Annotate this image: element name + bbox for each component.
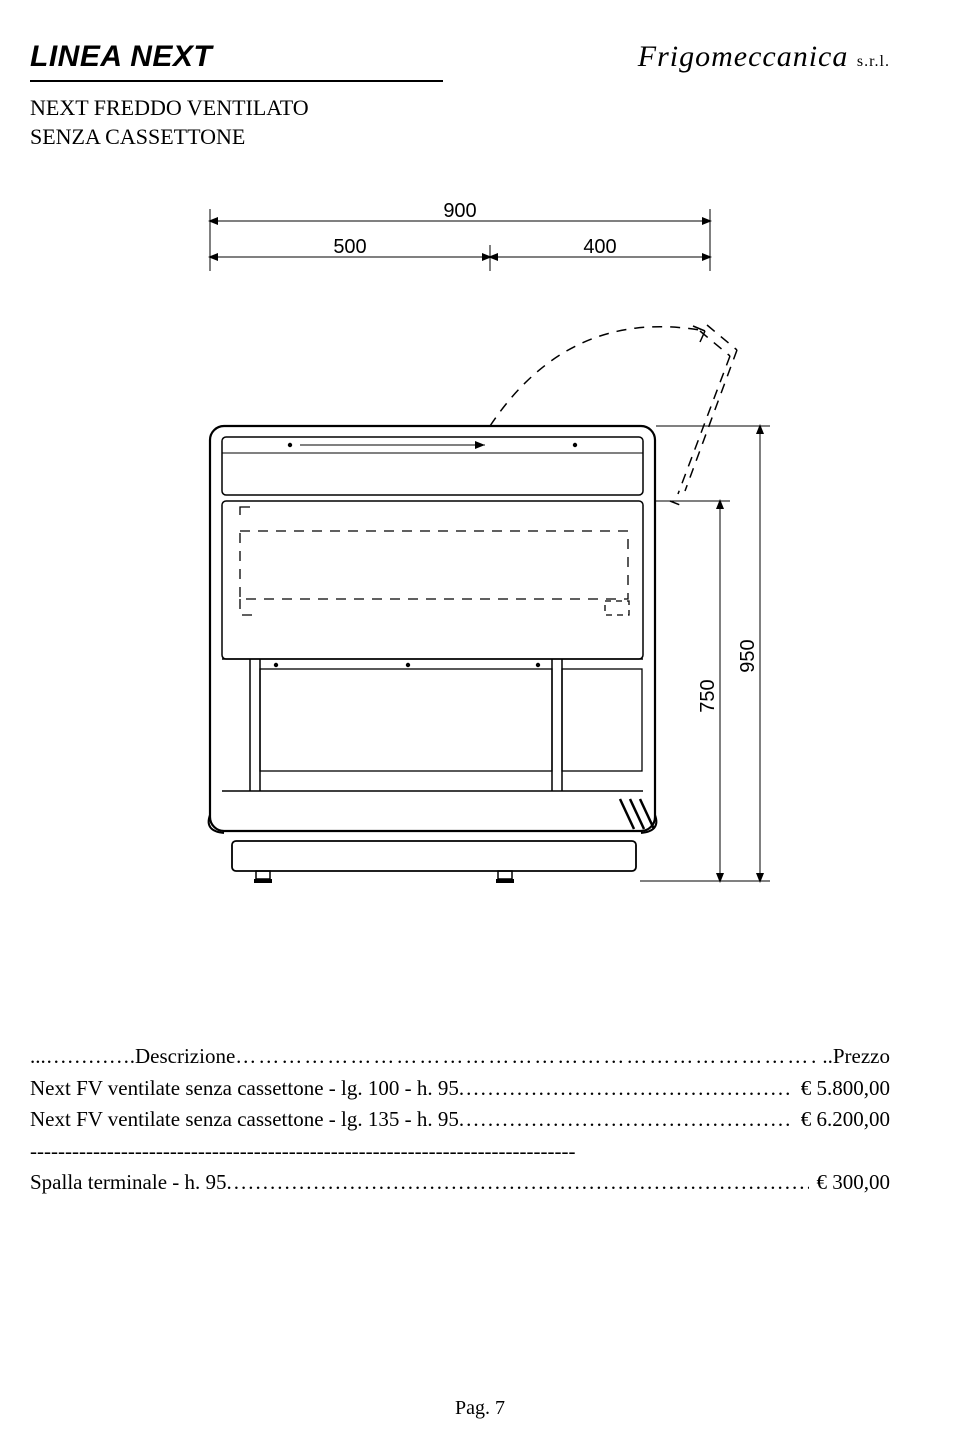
price-desc: Spalla terminale - h. 95 (30, 1167, 227, 1199)
divider: ----------------------------------------… (30, 1136, 890, 1168)
technical-drawing: 900 500 400 (100, 201, 820, 921)
price-desc: Next FV ventilate senza cassettone - lg.… (30, 1104, 459, 1136)
dim-500: 500 (333, 236, 366, 258)
dots (235, 1041, 816, 1073)
price-row: Next FV ventilate senza cassettone - lg.… (30, 1104, 890, 1136)
brand-logo: Frigomeccanica s.r.l. (638, 40, 890, 74)
subtitle-line2: SENZA CASSETTONE (30, 123, 890, 152)
dim-750: 750 (697, 680, 719, 713)
dim-950: 950 (737, 640, 759, 673)
subtitle-line1: NEXT FREDDO VENTILATO (30, 94, 890, 123)
header-left: LINEA NEXT (30, 40, 638, 82)
dim-900: 900 (443, 201, 476, 222)
brand-suffix: s.r.l. (857, 53, 890, 70)
header: LINEA NEXT Frigomeccanica s.r.l. (30, 40, 890, 82)
price-row: Spalla terminale - h. 95 € 300,00 (30, 1167, 890, 1199)
dots (459, 1104, 793, 1136)
pricing-header-right: ..Prezzo (816, 1041, 890, 1073)
pricing-header-left: ...………….Descrizione (30, 1041, 235, 1073)
price-row: Next FV ventilate senza cassettone - lg.… (30, 1073, 890, 1105)
page-number: Pag. 7 (0, 1397, 960, 1420)
page-container: LINEA NEXT Frigomeccanica s.r.l. NEXT FR… (0, 0, 960, 1452)
pricing-header: ...………….Descrizione ..Prezzo (30, 1041, 890, 1073)
page-title: LINEA NEXT (30, 40, 443, 82)
pricing-block: ...………….Descrizione ..Prezzo Next FV ven… (30, 1041, 890, 1199)
dots (227, 1167, 809, 1199)
dots (459, 1073, 793, 1105)
price-value: € 5.800,00 (793, 1073, 890, 1105)
brand-name: Frigomeccanica (638, 40, 849, 73)
price-desc: Next FV ventilate senza cassettone - lg.… (30, 1073, 459, 1105)
dim-400: 400 (583, 236, 616, 258)
price-value: € 6.200,00 (793, 1104, 890, 1136)
price-value: € 300,00 (809, 1167, 891, 1199)
subtitle: NEXT FREDDO VENTILATO SENZA CASSETTONE (30, 94, 890, 151)
